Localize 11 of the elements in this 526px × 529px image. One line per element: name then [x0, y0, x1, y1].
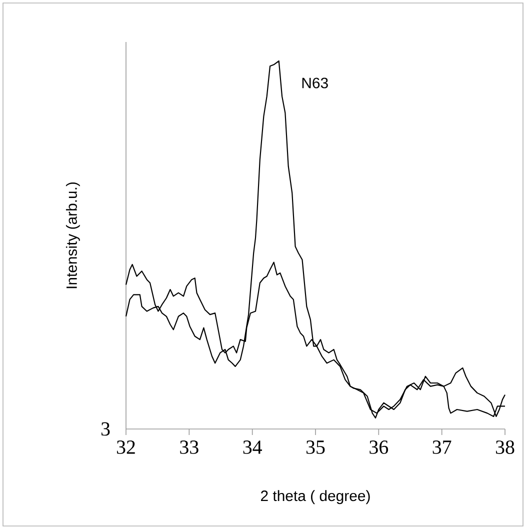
text: 3: [101, 422, 110, 436]
x-tick-label: 35: [306, 440, 325, 454]
series-label: N63: [302, 78, 328, 88]
y-axis-title: Intensity (arb.u.): [66, 182, 80, 288]
x-tick-label: 37: [432, 440, 452, 454]
x-tick-label: 38: [496, 440, 514, 454]
x-tick-label: 36: [370, 440, 388, 454]
x-tick-label: 32: [116, 440, 135, 454]
x-tick-label: 34: [243, 440, 262, 454]
x-tick-label: 33: [180, 440, 198, 454]
x-axis-title: 2 theta ( degree): [261, 490, 370, 504]
